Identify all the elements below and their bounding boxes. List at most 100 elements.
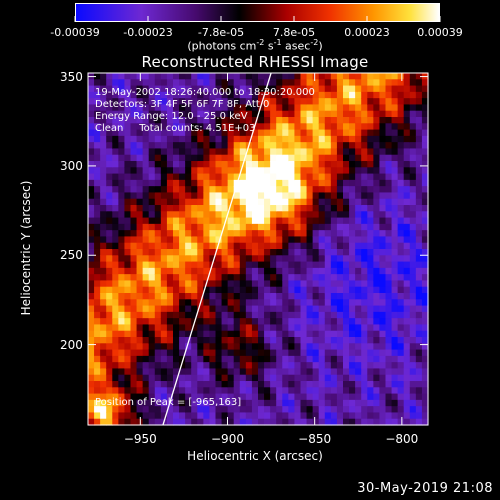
heatmap-cell: [415, 399, 423, 407]
heatmap-cell: [385, 324, 393, 332]
heatmap-cell: [197, 249, 204, 256]
heatmap-cell: [179, 98, 186, 106]
heatmap-cell: [215, 274, 223, 282]
heatmap-cell: [373, 230, 381, 238]
heatmap-cell: [324, 255, 332, 263]
heatmap-cell: [258, 198, 265, 206]
heatmap-cell: [264, 91, 271, 99]
heatmap-cell: [300, 255, 308, 263]
heatmap-cell: [385, 274, 393, 282]
heatmap-cell: [294, 374, 302, 382]
heatmap-cell: [264, 393, 271, 401]
heatmap-cell: [94, 274, 101, 282]
heatmap-cell: [209, 135, 217, 143]
heatmap-cell: [118, 280, 126, 288]
heatmap-cell: [361, 349, 368, 357]
heatmap-cell: [154, 236, 162, 244]
heatmap-cell: [88, 242, 95, 250]
heatmap-cell: [312, 110, 320, 118]
heatmap-cell: [118, 393, 126, 401]
heatmap-cell: [203, 211, 211, 219]
heatmap-cell: [179, 355, 186, 363]
heatmap-cell: [221, 205, 229, 212]
heatmap-cell: [100, 412, 107, 420]
heatmap-cell: [191, 286, 198, 294]
heatmap-cell: [94, 142, 101, 150]
heatmap-cell: [343, 91, 350, 99]
heatmap-cell: [166, 142, 174, 150]
heatmap-cell: [324, 362, 332, 370]
heatmap-cell: [403, 192, 411, 200]
heatmap-cell: [112, 205, 119, 212]
heatmap-cell: [421, 236, 429, 244]
heatmap-cell: [409, 337, 417, 344]
peak-position-text: Position of Peak = [-965,163]: [95, 397, 242, 408]
heatmap-cell: [166, 324, 174, 332]
heatmap-cell: [197, 274, 204, 282]
heatmap-cell: [349, 381, 356, 388]
heatmap-cell: [415, 142, 423, 150]
heatmap-cell: [379, 393, 387, 401]
heatmap-cell: [373, 418, 381, 426]
heatmap-cell: [239, 148, 247, 156]
heatmap-cell: [173, 142, 180, 150]
heatmap-cell: [197, 374, 204, 382]
heatmap-cell: [88, 129, 95, 137]
heatmap-cell: [379, 280, 387, 288]
heatmap-cell: [336, 393, 344, 401]
heatmap-cell: [276, 305, 283, 313]
heatmap-cell: [106, 337, 113, 344]
heatmap-cell: [233, 412, 241, 420]
heatmap-cell: [245, 161, 253, 168]
heatmap-cell: [203, 79, 211, 87]
heatmap-cell: [251, 412, 259, 420]
heatmap-cell: [221, 142, 229, 150]
heatmap-cell: [88, 123, 95, 131]
heatmap-cell: [385, 198, 393, 206]
energy-range-text: Energy Range: 12.0 - 25.0 keV: [95, 111, 248, 122]
heatmap-cell: [100, 261, 107, 269]
heatmap-cell: [288, 192, 296, 200]
heatmap-cell: [324, 337, 332, 344]
heatmap-cell: [361, 412, 368, 420]
heatmap-cell: [130, 192, 138, 200]
heatmap-cell: [142, 387, 150, 395]
heatmap-cell: [227, 293, 235, 300]
heatmap-cell: [100, 305, 107, 313]
clean-counts-text: Clean Total counts: 4.51E+03: [95, 123, 256, 134]
heatmap-cell: [221, 217, 229, 225]
heatmap-cell: [282, 318, 289, 326]
heatmap-cell: [421, 186, 429, 194]
heatmap-cell: [312, 117, 320, 124]
chart-title: Reconstructed RHESSI Image: [141, 53, 369, 71]
heatmap-cell: [306, 324, 314, 332]
heatmap-cell: [288, 305, 296, 313]
heatmap-cell: [130, 343, 138, 351]
heatmap-cell: [391, 223, 399, 231]
heatmap-cell: [148, 337, 156, 344]
heatmap-cell: [124, 374, 132, 382]
heatmap-cell: [160, 406, 168, 414]
heatmap-cell: [179, 337, 186, 344]
heatmap-cell: [148, 167, 156, 175]
heatmap-cell: [179, 286, 186, 294]
heatmap-cell: [179, 280, 186, 288]
heatmap-cell: [233, 311, 241, 319]
heatmap-cell: [118, 117, 126, 124]
heatmap-cell: [349, 267, 356, 275]
heatmap-cell: [197, 267, 204, 275]
heatmap-cell: [166, 223, 174, 231]
heatmap-cell: [233, 91, 241, 99]
heatmap-cell: [276, 236, 283, 244]
heatmap-cell: [148, 192, 156, 200]
heatmap-cell: [118, 211, 126, 219]
heatmap-cell: [112, 242, 119, 250]
heatmap-cell: [343, 368, 350, 376]
heatmap-cell: [136, 406, 144, 414]
heatmap-cell: [185, 148, 192, 156]
heatmap-cell: [385, 280, 393, 288]
heatmap-cell: [124, 305, 132, 313]
heatmap-cell: [227, 267, 235, 275]
heatmap-cell: [385, 355, 393, 363]
heatmap-cell: [294, 167, 302, 175]
